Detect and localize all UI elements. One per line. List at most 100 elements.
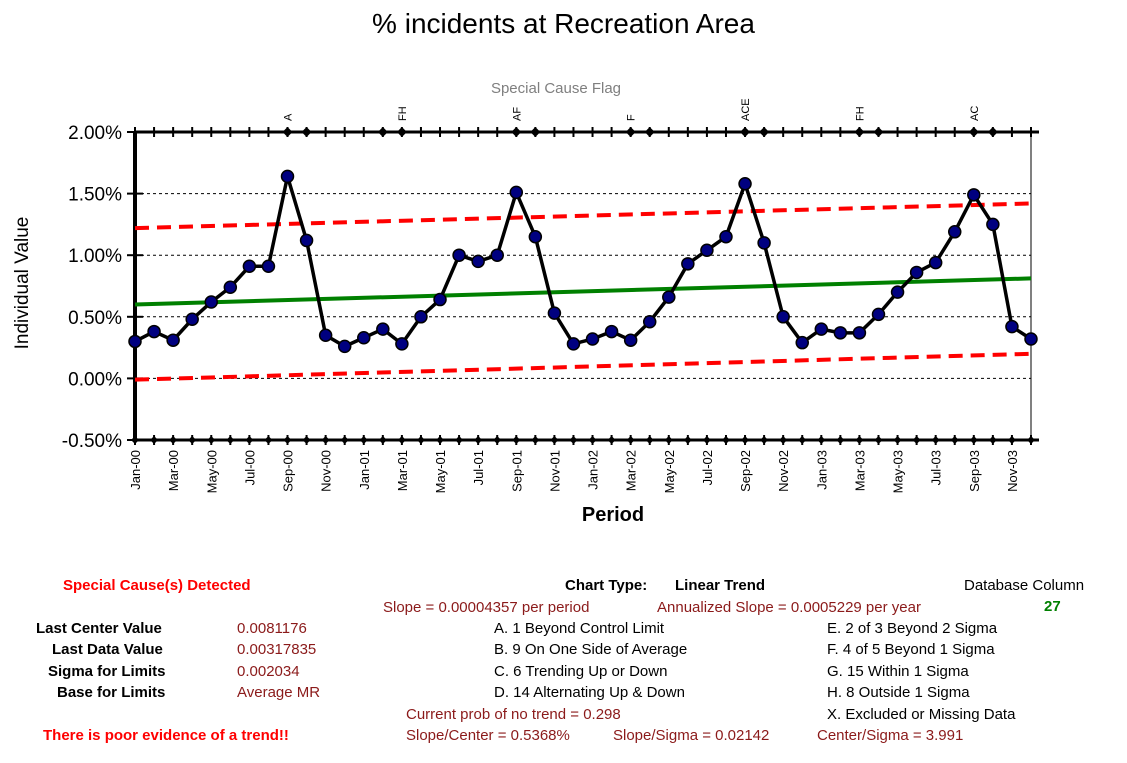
axis-marker [645, 436, 654, 444]
x-tick-label: May-02 [662, 450, 677, 493]
data-point [433, 292, 447, 307]
axis-marker [207, 436, 216, 444]
data-point [909, 265, 924, 280]
slope-sigma: Slope/Sigma = 0.02142 [613, 727, 770, 744]
x-tick-label: May-01 [433, 450, 448, 493]
data-point [204, 295, 219, 309]
axis-marker [188, 436, 197, 444]
axis-marker [283, 436, 292, 444]
data-point [814, 322, 829, 336]
flag-label: ACE [740, 98, 752, 121]
data-point [852, 326, 867, 340]
data-point [757, 236, 771, 250]
database-column-label: Database Column [964, 577, 1085, 594]
y-tick-label: 2.00% [68, 123, 122, 144]
axis-marker [455, 436, 464, 444]
flag-marker [511, 127, 522, 137]
axis-marker [721, 436, 730, 444]
flag-marker [625, 127, 636, 137]
axis-marker [1007, 436, 1016, 444]
axis-marker [245, 436, 254, 444]
axis-marker [531, 436, 540, 444]
axis-marker [950, 436, 959, 444]
rule-g: G. 15 Within 1 Sigma [827, 663, 969, 680]
data-point [547, 306, 562, 320]
last-data-label: Last Data Value [52, 641, 163, 658]
data-point [1005, 319, 1019, 334]
axis-marker [588, 436, 597, 444]
flag-label: FH [397, 106, 409, 121]
x-tick-label: Jan-00 [128, 450, 143, 490]
axis-marker [855, 436, 864, 444]
y-tick-label: 1.00% [68, 246, 122, 267]
x-tick-label: May-00 [204, 450, 219, 493]
rule-a: A. 1 Beyond Control Limit [494, 620, 665, 637]
x-tick-label: Jul-02 [700, 450, 715, 485]
chart-type-value: Linear Trend [675, 577, 766, 594]
axis-marker [493, 436, 502, 444]
data-point [509, 185, 524, 200]
chart-type-label: Chart Type: [565, 577, 648, 594]
data-point [1024, 332, 1038, 346]
x-tick-label: Mar-03 [852, 450, 867, 491]
data-point [280, 169, 295, 184]
data-point [604, 324, 619, 339]
axis-marker [626, 436, 635, 444]
flag-label: AC [969, 106, 981, 121]
rule-c: C. 6 Trending Up or Down [494, 663, 668, 680]
data-point [261, 259, 276, 274]
axis-marker [931, 436, 940, 444]
axis-marker [664, 436, 673, 444]
data-point [452, 248, 466, 262]
sigma-label: Sigma for Limits [48, 663, 166, 680]
rule-x: X. Excluded or Missing Data [827, 706, 1016, 723]
data-point [528, 229, 543, 244]
data-point [776, 310, 790, 324]
center-sigma: Center/Sigma = 3.991 [817, 727, 964, 744]
special-cause-flag-title: Special Cause Flag [490, 80, 622, 97]
flag-marker [644, 127, 655, 137]
prob-no-trend: Current prob of no trend = 0.298 [406, 706, 621, 723]
data-point [471, 254, 485, 269]
rule-h: H. 8 Outside 1 Sigma [827, 684, 970, 701]
y-tick-label: 1.50% [68, 185, 122, 206]
data-point [681, 257, 695, 271]
data-point [147, 324, 161, 339]
data-point [128, 334, 142, 349]
x-tick-label: Jul-00 [242, 450, 257, 485]
flag-label: A [283, 113, 295, 121]
flag-marker [968, 127, 979, 137]
last-center-label: Last Center Value [36, 620, 162, 637]
x-tick-label: Jan-02 [586, 450, 601, 490]
data-point [318, 328, 333, 343]
y-tick-label: -0.50% [62, 431, 122, 452]
flag-marker [282, 127, 293, 137]
flag-marker [301, 127, 312, 137]
axis-marker [512, 436, 521, 444]
axis-marker [340, 436, 349, 444]
axis-marker [436, 436, 445, 444]
axis-marker [150, 436, 159, 444]
axis-marker [607, 436, 616, 444]
data-point [833, 326, 848, 340]
data-point [947, 225, 962, 239]
x-tick-label: Sep-02 [738, 450, 753, 492]
x-axis-title: Period [582, 504, 644, 526]
axis-marker [397, 436, 406, 444]
data-point [890, 285, 905, 299]
chart-title: % incidents at Recreation Area [372, 8, 755, 39]
axis-marker [779, 436, 788, 444]
axis-marker [416, 436, 425, 444]
axis-marker [817, 436, 826, 444]
axis-marker [760, 436, 769, 444]
axis-marker [741, 436, 750, 444]
data-point [357, 330, 371, 345]
axis-marker [550, 436, 559, 444]
rule-e: E. 2 of 3 Beyond 2 Sigma [827, 620, 998, 637]
control-chart: -0.50% 0.00% 0.50% 1.00% 1.50% 2.00% Jan-00 Mar… [12, 98, 1039, 526]
flag-marker [759, 127, 770, 137]
data-point [185, 312, 199, 327]
axis-marker [702, 436, 711, 444]
data-point [986, 217, 1000, 232]
data-point [700, 243, 714, 258]
